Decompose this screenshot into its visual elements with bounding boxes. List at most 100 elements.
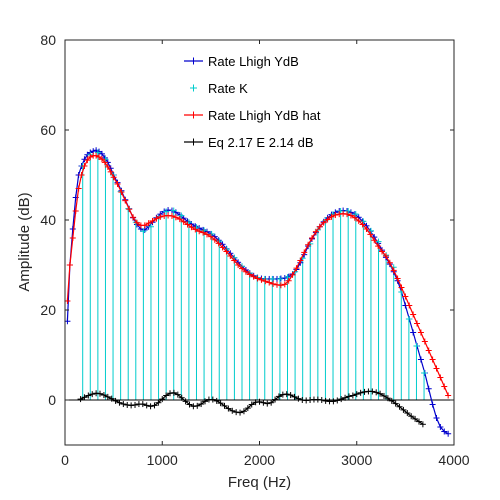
data-point [87, 154, 94, 160]
data-point [441, 383, 448, 390]
data-point [116, 399, 123, 406]
data-point [382, 253, 389, 259]
data-point [238, 265, 245, 272]
data-point [369, 388, 376, 395]
data-point [242, 268, 249, 275]
data-point [410, 311, 417, 318]
plot-area [65, 40, 454, 445]
data-point [240, 408, 247, 415]
data-point [151, 402, 158, 409]
data-point [223, 248, 230, 255]
data-point [377, 390, 384, 397]
data-point [353, 391, 360, 398]
data-point [118, 189, 125, 196]
y-tick-label: 0 [48, 392, 56, 408]
data-point [359, 221, 366, 228]
data-point [384, 395, 391, 402]
data-point [320, 219, 327, 226]
data-point [100, 392, 107, 399]
data-point [237, 409, 244, 416]
data-point [386, 259, 393, 266]
data-point [139, 401, 146, 408]
data-point [390, 267, 397, 274]
data-point [342, 394, 349, 401]
data-point [182, 398, 189, 405]
x-tick-label: 1000 [147, 452, 178, 468]
data-point [75, 185, 82, 192]
data-point [421, 370, 428, 376]
data-point [406, 302, 413, 309]
data-point [256, 398, 263, 405]
data-point [188, 224, 195, 231]
data-point [258, 276, 265, 283]
data-point [312, 228, 319, 235]
data-point [178, 212, 185, 219]
data-point [172, 214, 179, 221]
data-point [174, 391, 181, 398]
data-point [375, 243, 382, 250]
data-point [215, 240, 222, 247]
data-point [213, 397, 220, 404]
data-point [203, 231, 210, 238]
data-point [108, 395, 115, 402]
data-point [328, 213, 335, 220]
data-point [392, 400, 399, 407]
data-point [275, 393, 282, 400]
data-point [345, 393, 352, 400]
data-point [198, 401, 205, 408]
data-point [433, 415, 440, 421]
data-point [270, 280, 277, 287]
data-point [168, 212, 175, 219]
data-point [145, 220, 152, 227]
y-tick-label: 40 [40, 212, 56, 228]
data-point [337, 208, 344, 214]
data-point [408, 413, 415, 420]
data-point [77, 396, 84, 403]
data-point [289, 271, 296, 278]
data-point [196, 228, 203, 235]
data-point [349, 392, 356, 399]
data-point [110, 174, 117, 181]
data-point [414, 320, 421, 327]
series-3 [77, 388, 426, 428]
data-point [363, 226, 370, 232]
data-point [276, 275, 283, 282]
data-point [301, 249, 308, 256]
data-point [355, 217, 362, 224]
data-point [107, 168, 114, 175]
data-point [445, 430, 452, 437]
y-axis-title: Amplitude (dB) [16, 192, 33, 291]
data-point [227, 253, 234, 259]
data-point [94, 149, 101, 156]
data-point [217, 400, 224, 407]
data-point [211, 236, 218, 243]
data-point [93, 152, 100, 159]
data-point [254, 275, 261, 282]
x-axis-title: Freq (Hz) [228, 474, 291, 491]
legend-item-0: Rate Lhigh YdB [184, 54, 299, 69]
data-point [283, 391, 290, 398]
data-point [345, 208, 352, 214]
data-point [170, 207, 177, 214]
data-point [338, 396, 345, 403]
data-point [81, 163, 88, 169]
data-point [147, 403, 154, 410]
data-point [388, 397, 395, 404]
data-point [176, 216, 183, 223]
data-point [415, 418, 422, 425]
data-point [132, 401, 139, 408]
data-point [419, 421, 426, 428]
data-point [334, 397, 341, 404]
data-point [295, 395, 302, 402]
x-tick-label: 0 [61, 452, 69, 468]
data-point [373, 389, 380, 396]
data-point [85, 392, 92, 399]
y-tick-label: 60 [40, 122, 56, 138]
data-point [225, 405, 232, 412]
data-point [402, 293, 409, 300]
series-2 [64, 152, 452, 399]
data-point [141, 222, 148, 229]
data-point [84, 157, 91, 164]
data-point [140, 228, 147, 235]
